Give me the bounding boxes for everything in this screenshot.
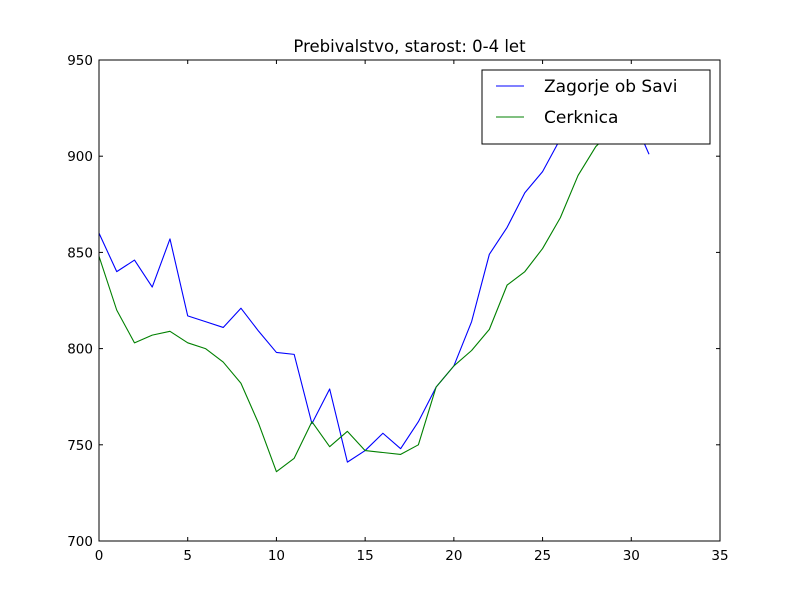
y-tick-label: 900 [67, 149, 93, 165]
y-tick-label: 700 [67, 534, 93, 550]
series-layer [99, 97, 650, 473]
axis-ticks: 0 5 10 15 20 25 30 35 700 750 800 850 900 950 [67, 53, 728, 564]
x-tick-label: 10 [268, 548, 285, 564]
x-tick-label: 30 [623, 548, 640, 564]
x-tick-label: 25 [534, 548, 551, 564]
x-tick-label: 5 [183, 548, 192, 564]
plot-frame [98, 59, 721, 542]
y-tick-label: 850 [67, 245, 93, 261]
x-tick-label: 0 [95, 548, 104, 564]
y-tick-label: 800 [67, 342, 93, 358]
y-tick-label: 950 [67, 53, 93, 69]
legend-label: Zagorje ob Savi [544, 77, 677, 97]
x-tick-label: 15 [357, 548, 374, 564]
legend-label: Cerknica [544, 108, 618, 128]
chart-title: Prebivalstvo, starost: 0-4 let [293, 37, 526, 56]
x-tick-label: 35 [711, 548, 728, 564]
legend-box [481, 69, 711, 145]
y-tick-label: 750 [67, 438, 93, 454]
legend: Zagorje ob Savi Cerknica [481, 69, 711, 145]
series-line-2 [99, 117, 632, 473]
x-tick-label: 20 [445, 548, 462, 564]
series-line-1 [99, 97, 650, 463]
